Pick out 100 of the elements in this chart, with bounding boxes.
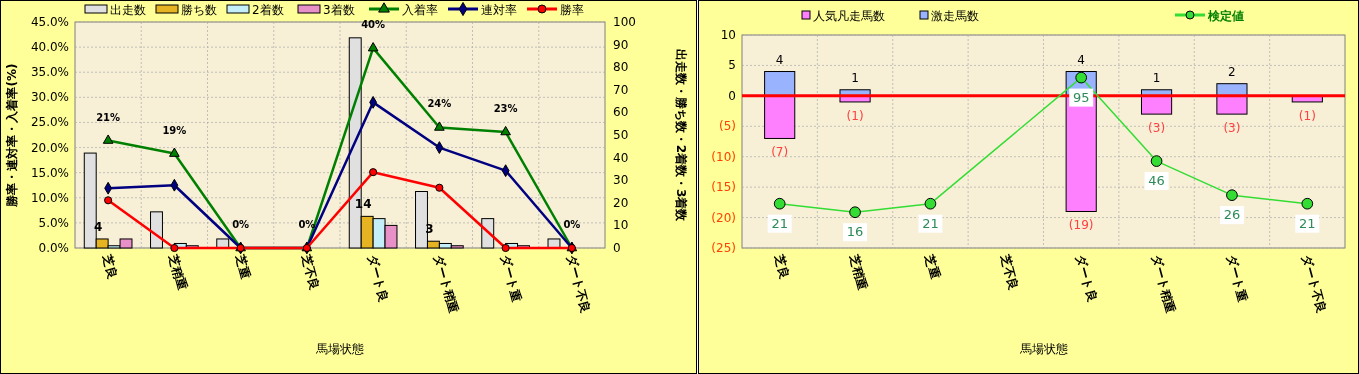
- data-label: 4: [1077, 52, 1086, 67]
- point: [1301, 197, 1314, 210]
- data-label: 26: [1223, 207, 1241, 223]
- y-axis-title: 勝率・連対率・入着率(%): [5, 63, 19, 208]
- x-tick-label: ダート稍重: [431, 253, 461, 315]
- bar: [150, 211, 163, 249]
- bar: [1140, 95, 1173, 115]
- bar: [1216, 95, 1248, 115]
- data-label: 21%: [96, 111, 121, 123]
- bar: [216, 238, 230, 249]
- point: [1226, 189, 1238, 202]
- y-tick-label: 0: [728, 88, 736, 103]
- point: [434, 121, 445, 131]
- point: [367, 42, 379, 52]
- y2-tick-label: 10: [613, 218, 629, 233]
- data-label: (3): [1148, 121, 1166, 136]
- bar: [547, 238, 561, 249]
- y-tick-label: 20.0%: [30, 140, 69, 155]
- y-tick-label: 45.0%: [30, 15, 69, 29]
- y-tick-label: (10): [711, 149, 736, 164]
- point: [170, 243, 179, 253]
- y-tick-label: (15): [711, 180, 736, 195]
- x-tick-label: 芝稍重: [166, 252, 190, 292]
- data-label: 24%: [427, 98, 452, 110]
- y-tick-label: 5: [728, 58, 736, 73]
- x-tick-label: ダート良: [1073, 253, 1100, 304]
- x-tick-label: ダート不良: [563, 253, 594, 315]
- point: [924, 197, 937, 210]
- data-label: 16: [846, 224, 864, 240]
- point: [169, 147, 180, 157]
- legend-label: 人気凡走馬数: [813, 9, 885, 23]
- y-tick-label: 30.0%: [30, 90, 69, 105]
- legend-label: 激走馬数: [931, 9, 979, 23]
- point: [435, 183, 444, 192]
- y-tick-label: 0.0%: [38, 241, 69, 255]
- point: [1150, 155, 1163, 167]
- x-tick-label: 芝良: [99, 252, 120, 280]
- data-label: (3): [1223, 121, 1241, 136]
- x-axis-title: 馬場状態: [1018, 342, 1068, 356]
- x-tick-label: 芝不良: [298, 252, 322, 292]
- data-label: 21: [922, 215, 939, 231]
- x-tick-label: ダート重: [497, 253, 524, 304]
- y2-axis-title: 出走数・勝ち数・2着数・3着数: [674, 48, 688, 223]
- x-tick-label: 芝不良: [997, 252, 1021, 292]
- y2-tick-label: 20: [613, 195, 629, 210]
- legend-label: 勝ち数: [181, 3, 217, 17]
- point: [500, 125, 511, 136]
- x-tick-label: ダート良: [365, 253, 392, 304]
- y-tick-label: 15.0%: [30, 165, 69, 180]
- point: [773, 197, 786, 210]
- y2-tick-label: 90: [613, 37, 629, 52]
- data-label: (7): [771, 145, 789, 160]
- y2-tick-label: 0: [613, 241, 621, 255]
- point: [102, 134, 114, 144]
- y2-tick-label: 100: [613, 15, 636, 29]
- y2-tick-label: 30: [613, 173, 629, 188]
- x-tick-label: ダート稍重: [1148, 253, 1178, 315]
- bar: [764, 95, 796, 139]
- data-label: 46: [1148, 173, 1165, 189]
- y-tick-label: (5): [719, 119, 736, 134]
- data-label: 21: [1299, 215, 1316, 231]
- legend-label: 勝率: [560, 3, 584, 17]
- y-tick-label: 10.0%: [30, 190, 69, 205]
- x-axis-title: 馬場状態: [315, 342, 364, 356]
- x-tick-label: 芝重: [232, 252, 253, 280]
- y-tick-label: 5.0%: [38, 215, 69, 230]
- data-label: 40%: [361, 19, 386, 31]
- point: [104, 196, 113, 205]
- data-label: 1: [1152, 70, 1161, 85]
- y-tick-label: 25.0%: [30, 115, 69, 130]
- x-tick-label: 芝稍重: [846, 252, 871, 292]
- data-label: (19): [1068, 218, 1094, 233]
- x-tick-label: 芝良: [771, 252, 792, 280]
- data-label: 21: [771, 215, 788, 231]
- point: [369, 168, 378, 177]
- legend-label: 入着率: [402, 3, 438, 17]
- x-tick-label: ダート不良: [1299, 253, 1329, 315]
- y-tick-label: (25): [711, 241, 736, 255]
- data-label: 0%: [232, 219, 250, 230]
- data-label: 2: [1228, 64, 1236, 79]
- legend-label: 出走数: [110, 3, 146, 17]
- data-label: 23%: [493, 102, 518, 114]
- legend-label: 2着数: [252, 3, 284, 17]
- legend-label: 3着数: [323, 3, 355, 17]
- y2-tick-label: 60: [613, 105, 629, 120]
- point: [849, 206, 861, 219]
- data-label: 1: [851, 70, 859, 85]
- y2-tick-label: 50: [613, 128, 629, 142]
- data-label: 4: [775, 52, 784, 67]
- y-tick-label: 10: [720, 28, 736, 42]
- data-label: 19%: [162, 124, 187, 136]
- y2-tick-label: 70: [613, 82, 629, 97]
- data-label: 0%: [563, 219, 581, 230]
- y2-tick-label: 80: [613, 60, 629, 75]
- data-label: (1): [846, 108, 864, 123]
- y-tick-label: (20): [711, 210, 736, 225]
- x-tick-label: 芝重: [922, 252, 943, 280]
- x-tick-label: ダート重: [1224, 253, 1250, 304]
- bar: [764, 71, 796, 97]
- y-tick-label: 40.0%: [30, 40, 69, 55]
